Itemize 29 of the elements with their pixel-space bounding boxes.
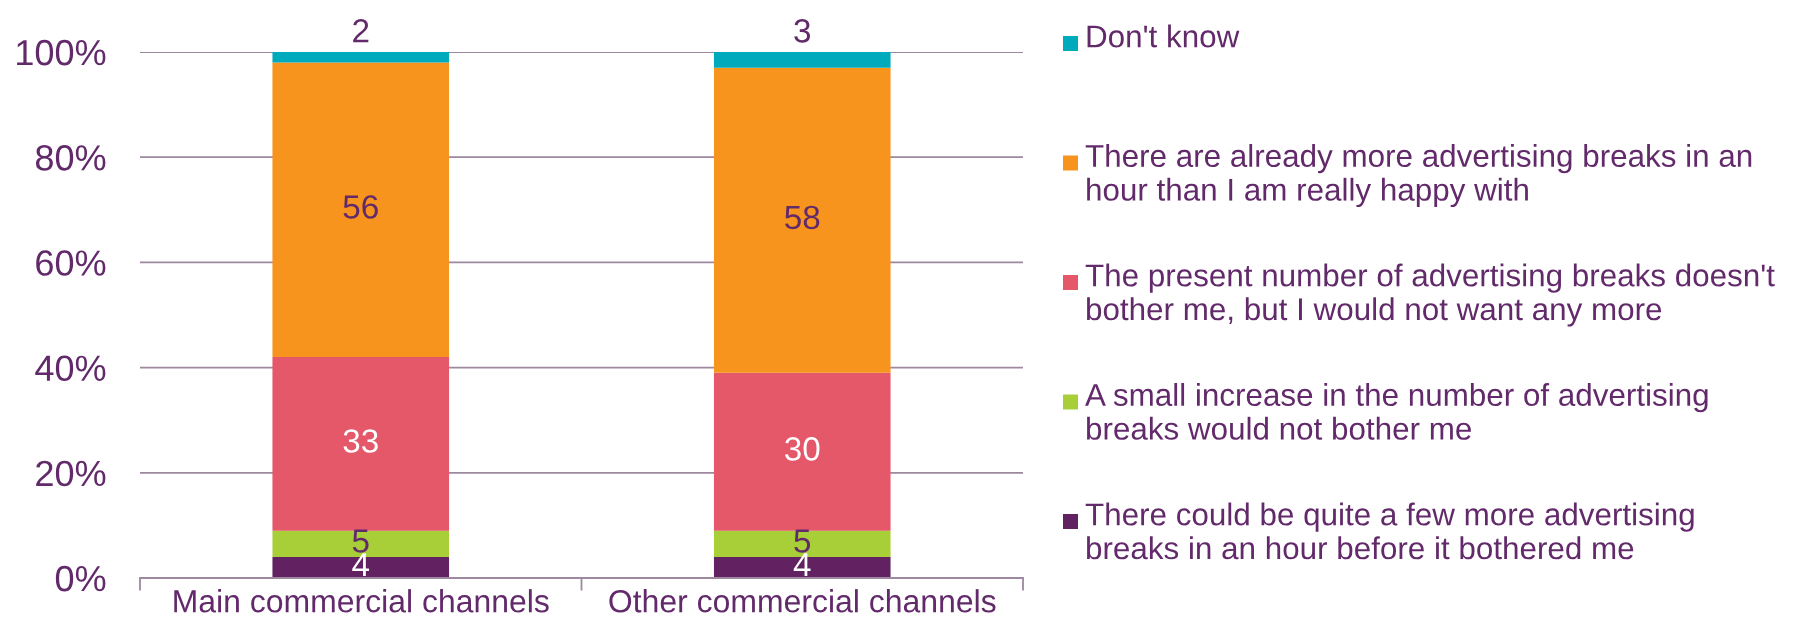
data-label: 30	[784, 437, 820, 461]
x-tick-label: Main commercial channels	[174, 589, 549, 613]
data-label: 3	[794, 19, 811, 43]
bar	[713, 67, 891, 373]
bar	[272, 62, 450, 358]
y-tick-label: 100%	[17, 39, 106, 66]
data-label: 56	[343, 195, 378, 219]
data-label: 4	[352, 553, 370, 577]
bar	[272, 357, 450, 531]
bar	[272, 52, 450, 63]
y-tick-label: 80%	[35, 145, 106, 171]
y-tick-label: 60%	[36, 250, 106, 276]
data-label: 58	[785, 205, 820, 230]
legend-label: There are already more advertising breaks in an hour than I am really happy with	[1085, 144, 1752, 208]
x-tick-label: Other commercial channels	[609, 589, 996, 613]
data-label: 4	[793, 553, 811, 577]
data-label: 5	[352, 529, 369, 553]
y-tick-label: 0%	[55, 565, 106, 592]
legend-label: Don't know	[1087, 24, 1240, 48]
legend-label: There could be quite a few more advertising breaks in an hour before it bothered me	[1085, 502, 1694, 560]
y-tick-label: 40%	[35, 355, 106, 382]
data-label: 2	[353, 19, 369, 43]
data-label: 33	[343, 429, 378, 453]
bar	[713, 372, 891, 531]
legend-label: A small increase in the number of advertising breaks would not bother me	[1085, 383, 1708, 440]
legend-label: The present number of advertising breaks doesn't bother me, but I would not want any more	[1085, 263, 1775, 327]
data-label: 5	[794, 529, 811, 553]
bar	[713, 52, 891, 68]
y-tick-label: 20%	[36, 460, 106, 487]
